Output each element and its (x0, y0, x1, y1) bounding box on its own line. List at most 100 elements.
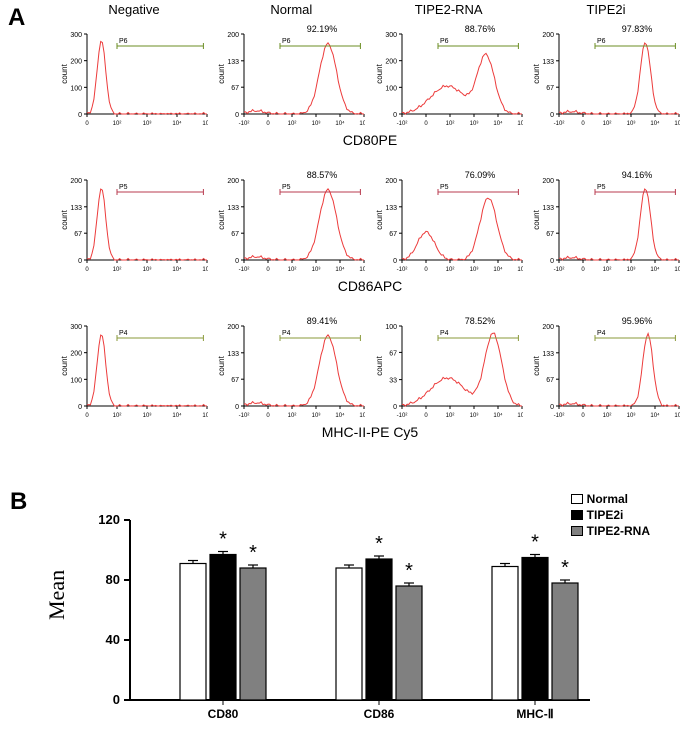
svg-text:count: count (532, 209, 541, 229)
svg-text:count: count (375, 355, 384, 375)
svg-text:0: 0 (235, 258, 239, 265)
svg-text:0: 0 (581, 267, 585, 273)
svg-text:P4: P4 (119, 330, 128, 337)
svg-text:0: 0 (235, 112, 239, 119)
svg-text:CD80: CD80 (208, 707, 239, 721)
svg-text:P4: P4 (440, 330, 449, 337)
histogram-svg: 0100200300-10²010²10³10⁴10⁵countP688.76% (375, 8, 523, 128)
svg-text:10⁵: 10⁵ (674, 120, 680, 127)
column-header: TIPE2-RNA (375, 2, 523, 17)
svg-text:10³: 10³ (143, 267, 152, 273)
svg-text:120: 120 (98, 512, 120, 527)
svg-text:0: 0 (424, 267, 428, 273)
svg-text:P4: P4 (597, 330, 606, 337)
svg-text:10²: 10² (603, 267, 612, 273)
svg-text:133: 133 (70, 205, 82, 212)
histogram-cell: 067133200-10²010²10³10⁴10⁵countP594.16% (532, 154, 680, 274)
histogram-cell: 067133200-10²010²10³10⁴10⁵countP495.96% (532, 300, 680, 420)
column-header: Negative (60, 2, 208, 17)
svg-text:10⁵: 10⁵ (202, 412, 208, 419)
svg-text:10³: 10³ (143, 413, 152, 419)
svg-text:10²: 10² (113, 121, 122, 127)
histogram-svg: 067133200-10²010²10³10⁴10⁵countP576.09% (375, 154, 523, 274)
svg-text:10³: 10³ (469, 121, 478, 127)
svg-text:133: 133 (385, 205, 397, 212)
svg-text:88.57%: 88.57% (307, 170, 338, 180)
svg-text:10²: 10² (113, 413, 122, 419)
svg-text:*: * (375, 533, 383, 555)
histogram-cell: Normal067133200-10²010²10³10⁴10⁵countP69… (217, 8, 365, 128)
svg-text:0: 0 (550, 404, 554, 411)
svg-text:10²: 10² (288, 413, 297, 419)
svg-text:10³: 10³ (469, 267, 478, 273)
svg-text:67: 67 (546, 377, 554, 384)
histogram-svg: 067133200010²10³10⁴10⁵countP5 (60, 154, 208, 274)
column-header: Normal (217, 2, 365, 17)
svg-text:count: count (60, 63, 69, 83)
svg-text:10²: 10² (445, 267, 454, 273)
svg-text:0: 0 (393, 112, 397, 119)
svg-text:67: 67 (232, 85, 240, 92)
svg-text:10²: 10² (445, 413, 454, 419)
svg-text:0: 0 (424, 121, 428, 127)
svg-text:-10²: -10² (239, 267, 250, 273)
svg-text:200: 200 (542, 178, 554, 185)
svg-text:10⁴: 10⁴ (172, 412, 182, 419)
histogram-svg: 067133200-10²010²10³10⁴10⁵countP489.41% (217, 300, 365, 420)
svg-text:10⁴: 10⁴ (493, 412, 503, 419)
svg-text:0: 0 (550, 258, 554, 265)
svg-text:133: 133 (542, 351, 554, 358)
svg-text:P6: P6 (119, 38, 128, 45)
svg-text:0: 0 (267, 413, 271, 419)
legend-item: TIPE2i (571, 508, 650, 522)
legend-swatch (571, 526, 583, 536)
svg-text:10⁵: 10⁵ (517, 266, 523, 273)
row-marker-label: MHC-II-PE Cy5 (60, 424, 680, 440)
histogram-cell: 067133200-10²010²10³10⁴10⁵countP588.57% (217, 154, 365, 274)
svg-text:133: 133 (228, 59, 240, 66)
svg-text:97.83%: 97.83% (622, 24, 653, 34)
histogram-cell: 0100200300010²10³10⁴10⁵countP4 (60, 300, 208, 420)
svg-text:10⁴: 10⁴ (336, 120, 346, 127)
svg-text:10⁴: 10⁴ (493, 120, 503, 127)
svg-text:10³: 10³ (312, 121, 321, 127)
svg-text:78.52%: 78.52% (464, 316, 495, 326)
svg-text:40: 40 (106, 632, 120, 647)
svg-text:10⁴: 10⁴ (493, 266, 503, 273)
svg-text:10²: 10² (113, 267, 122, 273)
svg-text:10³: 10³ (627, 267, 636, 273)
histogram-cell: TIPE2-RNA0100200300-10²010²10³10⁴10⁵coun… (375, 8, 523, 128)
svg-text:133: 133 (542, 59, 554, 66)
svg-text:MHC-Ⅱ: MHC-Ⅱ (516, 707, 553, 721)
svg-text:67: 67 (74, 231, 82, 238)
svg-text:0: 0 (581, 121, 585, 127)
legend-label: TIPE2-RNA (587, 524, 650, 538)
svg-text:0: 0 (235, 404, 239, 411)
svg-text:0: 0 (393, 258, 397, 265)
svg-text:200: 200 (70, 351, 82, 358)
svg-text:count: count (217, 63, 226, 83)
svg-text:200: 200 (70, 59, 82, 66)
svg-text:-10²: -10² (554, 413, 565, 419)
histogram-svg: 067133200-10²010²10³10⁴10⁵countP594.16% (532, 154, 680, 274)
svg-text:133: 133 (228, 205, 240, 212)
svg-text:94.16%: 94.16% (622, 170, 653, 180)
legend-label: TIPE2i (587, 508, 624, 522)
svg-text:-10²: -10² (554, 121, 565, 127)
svg-text:0: 0 (85, 121, 89, 127)
svg-text:-10²: -10² (396, 413, 407, 419)
svg-text:count: count (217, 209, 226, 229)
svg-text:10³: 10³ (627, 121, 636, 127)
svg-text:0: 0 (85, 267, 89, 273)
svg-text:133: 133 (228, 351, 240, 358)
svg-text:10⁵: 10⁵ (360, 266, 366, 273)
row-marker-label: CD80PE (60, 132, 680, 148)
histogram-svg: 067133200-10²010²10³10⁴10⁵countP692.19% (217, 8, 365, 128)
svg-text:10⁴: 10⁴ (650, 412, 660, 419)
svg-text:10²: 10² (603, 121, 612, 127)
svg-text:92.19%: 92.19% (307, 24, 338, 34)
svg-text:10³: 10³ (469, 413, 478, 419)
svg-text:200: 200 (542, 32, 554, 39)
svg-text:-10²: -10² (239, 413, 250, 419)
svg-text:count: count (375, 209, 384, 229)
